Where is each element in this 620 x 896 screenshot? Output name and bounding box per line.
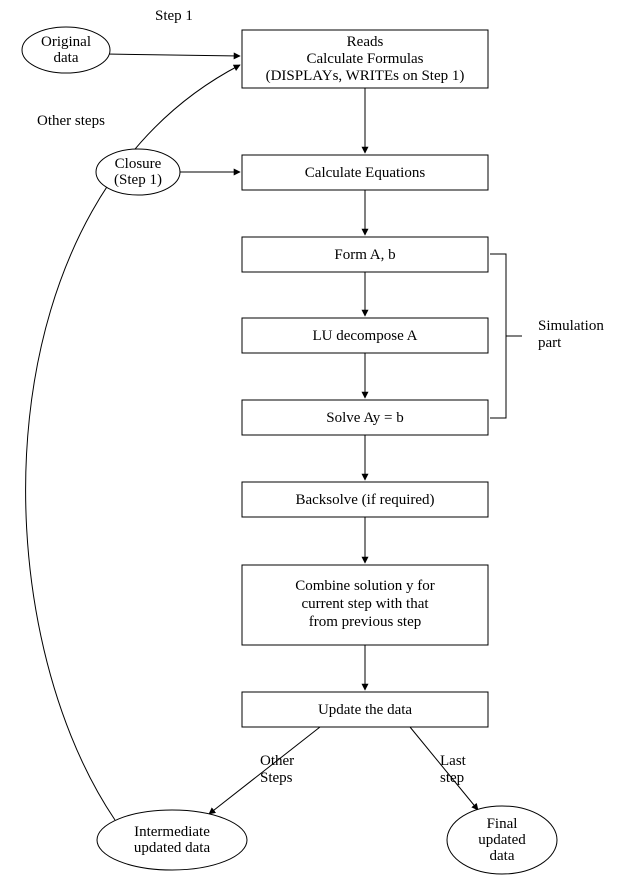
label-last-step-1: Last — [440, 753, 467, 769]
node-intermediate-line1: Intermediate — [134, 824, 210, 840]
node-combine-line1: Combine solution y for — [295, 578, 435, 594]
node-reads-line3: (DISPLAYs, WRITEs on Step 1) — [266, 68, 465, 84]
node-calc-eq: Calculate Equations — [242, 155, 488, 190]
node-reads: Reads Calculate Formulas (DISPLAYs, WRIT… — [242, 30, 488, 88]
simulation-part-bracket — [490, 254, 522, 418]
node-lu: LU decompose A — [242, 318, 488, 353]
node-final-line2: updated — [478, 832, 526, 848]
node-backsolve-text: Backsolve (if required) — [295, 492, 434, 508]
label-other-steps-top: Other steps — [37, 113, 105, 129]
node-original-data-line2: data — [54, 50, 79, 66]
node-combine: Combine solution y for current step with… — [242, 565, 488, 645]
node-calc-eq-text: Calculate Equations — [305, 165, 426, 181]
node-closure-line2: (Step 1) — [114, 172, 162, 188]
node-combine-line3: from previous step — [309, 614, 421, 630]
label-other-steps-bot-1: Other — [260, 753, 294, 769]
node-reads-line2: Calculate Formulas — [306, 51, 423, 67]
node-update-text: Update the data — [318, 702, 412, 718]
label-step1: Step 1 — [155, 8, 193, 24]
node-final-line3: data — [490, 848, 515, 864]
node-closure: Closure (Step 1) — [96, 149, 180, 195]
node-original-data-line1: Original — [41, 34, 91, 50]
node-intermediate: Intermediate updated data — [97, 810, 247, 870]
node-combine-line2: current step with that — [301, 596, 429, 612]
label-simulation-part-2: part — [538, 335, 562, 351]
node-intermediate-line2: updated data — [134, 840, 211, 856]
node-solve: Solve Ay = b — [242, 400, 488, 435]
edge-original-to-reads — [106, 54, 240, 56]
node-backsolve: Backsolve (if required) — [242, 482, 488, 517]
node-final-line1: Final — [487, 816, 518, 832]
node-final: Final updated data — [447, 806, 557, 874]
node-lu-text: LU decompose A — [313, 328, 418, 344]
label-simulation-part-1: Simulation — [538, 318, 604, 334]
node-original-data: Original data — [22, 27, 110, 73]
flowchart-canvas: Original data Closure (Step 1) Intermedi… — [0, 0, 620, 896]
node-solve-text: Solve Ay = b — [326, 410, 404, 426]
node-form-ab: Form A, b — [242, 237, 488, 272]
node-reads-line1: Reads — [347, 34, 384, 50]
node-form-ab-text: Form A, b — [334, 247, 395, 263]
label-other-steps-bot-2: Steps — [260, 770, 293, 786]
node-update: Update the data — [242, 692, 488, 727]
node-closure-line1: Closure — [115, 156, 162, 172]
label-last-step-2: step — [440, 770, 464, 786]
